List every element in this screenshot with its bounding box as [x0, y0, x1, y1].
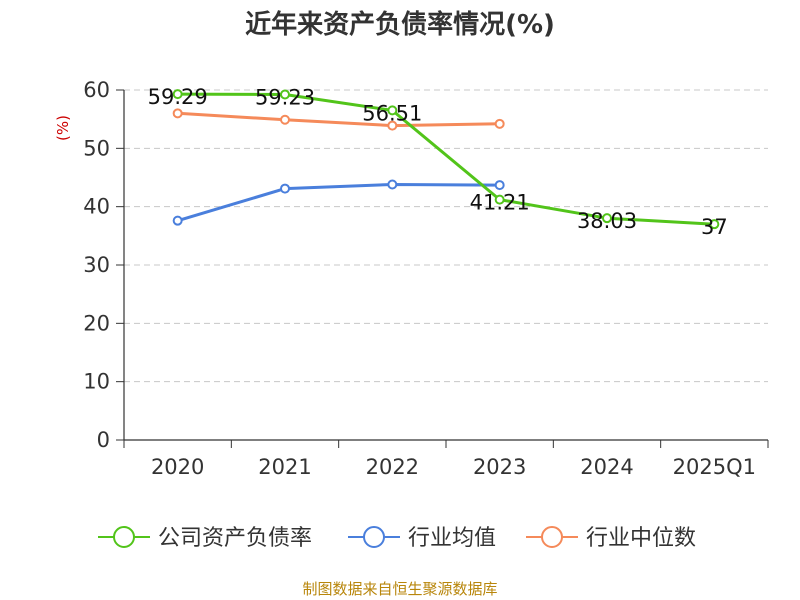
data-point	[387, 105, 398, 116]
data-label: 59.23	[255, 85, 315, 109]
legend-swatch-marker	[363, 526, 385, 548]
y-tick-label: 30	[83, 253, 110, 277]
y-tick-label: 10	[83, 370, 110, 394]
y-tick-label: 20	[83, 311, 110, 335]
x-tick-label: 2021	[258, 455, 311, 479]
data-point	[709, 219, 720, 230]
x-tick-label: 2022	[366, 455, 419, 479]
data-labels: 59.29 59.23 56.51 41.21 38.03 37	[148, 85, 728, 239]
data-point	[172, 89, 183, 100]
data-point	[172, 108, 183, 119]
chart-title: 近年来资产负债率情况(%)	[245, 9, 555, 40]
legend-label: 行业中位数	[586, 526, 696, 551]
legend: 公司资产负债率 行业均值 行业中位数	[98, 526, 696, 551]
series-line	[177, 183, 500, 223]
y-tick-label: 50	[83, 136, 110, 160]
data-point	[602, 213, 612, 224]
data-point	[494, 194, 505, 205]
series-line	[177, 92, 715, 226]
series-line	[177, 111, 500, 128]
axes: 0 10 20 30 40 50 60 2020 2021 2022 2023 2024 2025Q1	[83, 78, 769, 479]
y-axis-label: (%)	[54, 115, 72, 141]
legend-swatch-marker	[541, 526, 563, 548]
y-tick-label: 60	[83, 78, 110, 102]
legend-swatch-marker	[113, 526, 135, 548]
series-layer	[172, 89, 720, 230]
data-point	[280, 89, 290, 100]
x-tick-label: 2025Q1	[673, 455, 756, 479]
x-tick-label: 2023	[473, 455, 526, 479]
data-label: 41.21	[470, 191, 530, 215]
x-tick-label: 2024	[580, 455, 633, 479]
data-point	[387, 120, 398, 131]
data-point	[280, 114, 290, 125]
data-point	[494, 118, 505, 129]
data-label: 56.51	[362, 101, 422, 125]
data-point	[387, 179, 398, 190]
legend-label: 行业均值	[408, 526, 496, 551]
y-tick-label: 0	[97, 428, 110, 452]
data-point	[172, 215, 183, 226]
x-tick-label: 2020	[151, 455, 204, 479]
data-label: 59.29	[148, 85, 208, 109]
grid-lines	[124, 89, 768, 383]
data-label: 38.03	[577, 209, 637, 233]
source-note: 制图数据来自恒生聚源数据库	[302, 580, 497, 598]
legend-label: 公司资产负债率	[158, 526, 312, 551]
data-point	[494, 180, 505, 191]
data-label: 37	[701, 215, 728, 239]
data-point	[280, 183, 290, 194]
y-tick-label: 40	[83, 195, 110, 219]
